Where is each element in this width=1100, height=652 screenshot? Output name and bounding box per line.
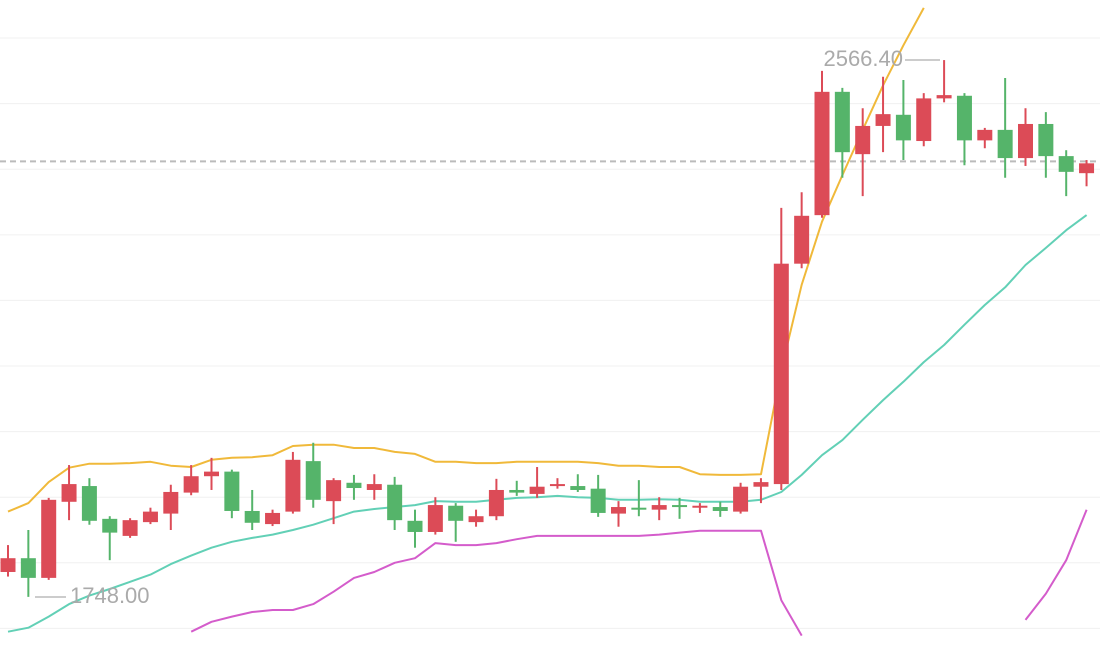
candle-body xyxy=(733,486,749,512)
candle-body xyxy=(265,512,281,525)
candle-body xyxy=(468,516,484,523)
candle-body xyxy=(387,484,403,521)
candle-body xyxy=(41,499,57,578)
candle-body xyxy=(753,482,769,487)
candle-body xyxy=(651,505,667,510)
candle-body xyxy=(81,486,97,521)
candle-body xyxy=(814,91,830,216)
candle-body xyxy=(692,505,708,508)
candles xyxy=(0,60,1095,597)
candle-body xyxy=(488,489,504,517)
bands xyxy=(7,7,1088,637)
band-line xyxy=(190,509,1088,637)
candle-body xyxy=(0,558,16,572)
candle-body xyxy=(20,558,36,578)
candle-body xyxy=(305,461,321,500)
candle-body xyxy=(1018,123,1033,159)
candle-body xyxy=(956,95,972,141)
candle-body xyxy=(285,459,301,512)
candle-body xyxy=(631,507,647,510)
candle-body xyxy=(122,520,138,536)
candle-body xyxy=(102,518,118,533)
candle-body xyxy=(1058,156,1074,172)
candle-body xyxy=(407,520,423,532)
candle-body xyxy=(997,129,1013,159)
candle-body xyxy=(834,91,850,153)
candle-body xyxy=(590,488,606,513)
candle-body xyxy=(712,507,728,511)
candle-body xyxy=(346,482,362,489)
candle-body xyxy=(773,263,789,485)
candle-body xyxy=(326,480,342,502)
low-annotation: 1748.00 xyxy=(70,583,150,608)
candle-body xyxy=(366,484,382,490)
candle-body xyxy=(570,486,586,490)
candle-body xyxy=(163,491,179,514)
candle-body xyxy=(204,471,219,477)
overlay: 2566.40 1748.00 xyxy=(35,46,940,608)
candle-body xyxy=(855,125,871,155)
candle-body xyxy=(61,484,77,502)
candle-body xyxy=(529,486,545,494)
candle-body xyxy=(183,476,199,493)
candle-body xyxy=(549,484,565,487)
candle-body xyxy=(936,95,952,99)
candle-body xyxy=(427,505,443,532)
candle-body xyxy=(1079,163,1095,174)
candle-body xyxy=(509,489,525,493)
candle-body xyxy=(1038,123,1054,157)
candle-body xyxy=(916,98,932,142)
candle-body xyxy=(244,510,260,523)
candle-body xyxy=(142,511,158,523)
candle-body xyxy=(672,505,688,508)
grid xyxy=(0,37,1100,629)
candle-body xyxy=(977,129,993,141)
candle-body xyxy=(875,114,891,126)
candle-body xyxy=(611,507,626,514)
candle-body xyxy=(448,505,464,521)
candle-body xyxy=(895,114,911,141)
band-line xyxy=(7,214,1088,633)
band-line xyxy=(7,7,925,513)
high-annotation: 2566.40 xyxy=(823,46,903,71)
candle-body xyxy=(794,215,810,264)
candle-body xyxy=(224,471,240,511)
